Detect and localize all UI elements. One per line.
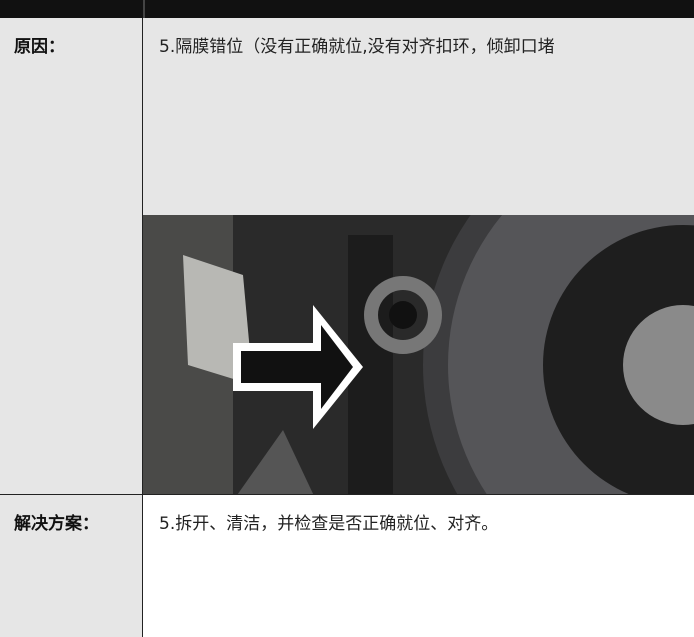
- top-bar-divider: [143, 0, 145, 18]
- photo: [143, 215, 694, 495]
- cause-label: 原因：: [0, 18, 143, 495]
- solution-label: 解决方案：: [0, 495, 143, 637]
- row-divider: [0, 494, 694, 495]
- top-bar: [0, 0, 694, 18]
- solution-text: 5.拆开、清洁，并检查是否正确就位、对齐。: [143, 495, 694, 637]
- cause-text: 5.隔膜错位（没有正确就位,没有对齐扣环，倾卸口堵: [143, 18, 694, 215]
